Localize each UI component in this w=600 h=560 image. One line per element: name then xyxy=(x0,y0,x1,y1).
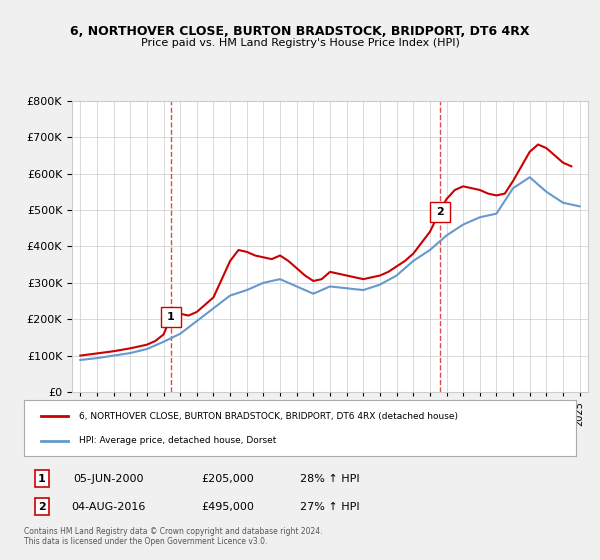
Text: 1: 1 xyxy=(167,312,175,323)
Text: 28% ↑ HPI: 28% ↑ HPI xyxy=(300,474,360,484)
Text: 2: 2 xyxy=(38,502,46,512)
Text: 6, NORTHOVER CLOSE, BURTON BRADSTOCK, BRIDPORT, DT6 4RX: 6, NORTHOVER CLOSE, BURTON BRADSTOCK, BR… xyxy=(70,25,530,38)
Text: HPI: Average price, detached house, Dorset: HPI: Average price, detached house, Dors… xyxy=(79,436,277,445)
Text: Price paid vs. HM Land Registry's House Price Index (HPI): Price paid vs. HM Land Registry's House … xyxy=(140,38,460,48)
Text: 1: 1 xyxy=(38,474,46,484)
Text: 27% ↑ HPI: 27% ↑ HPI xyxy=(300,502,360,512)
Text: 6, NORTHOVER CLOSE, BURTON BRADSTOCK, BRIDPORT, DT6 4RX (detached house): 6, NORTHOVER CLOSE, BURTON BRADSTOCK, BR… xyxy=(79,412,458,421)
Text: £495,000: £495,000 xyxy=(202,502,254,512)
Text: 04-AUG-2016: 04-AUG-2016 xyxy=(71,502,145,512)
Text: 05-JUN-2000: 05-JUN-2000 xyxy=(73,474,143,484)
Text: Contains HM Land Registry data © Crown copyright and database right 2024.
This d: Contains HM Land Registry data © Crown c… xyxy=(24,526,323,546)
Text: 2: 2 xyxy=(436,207,443,217)
Text: £205,000: £205,000 xyxy=(202,474,254,484)
